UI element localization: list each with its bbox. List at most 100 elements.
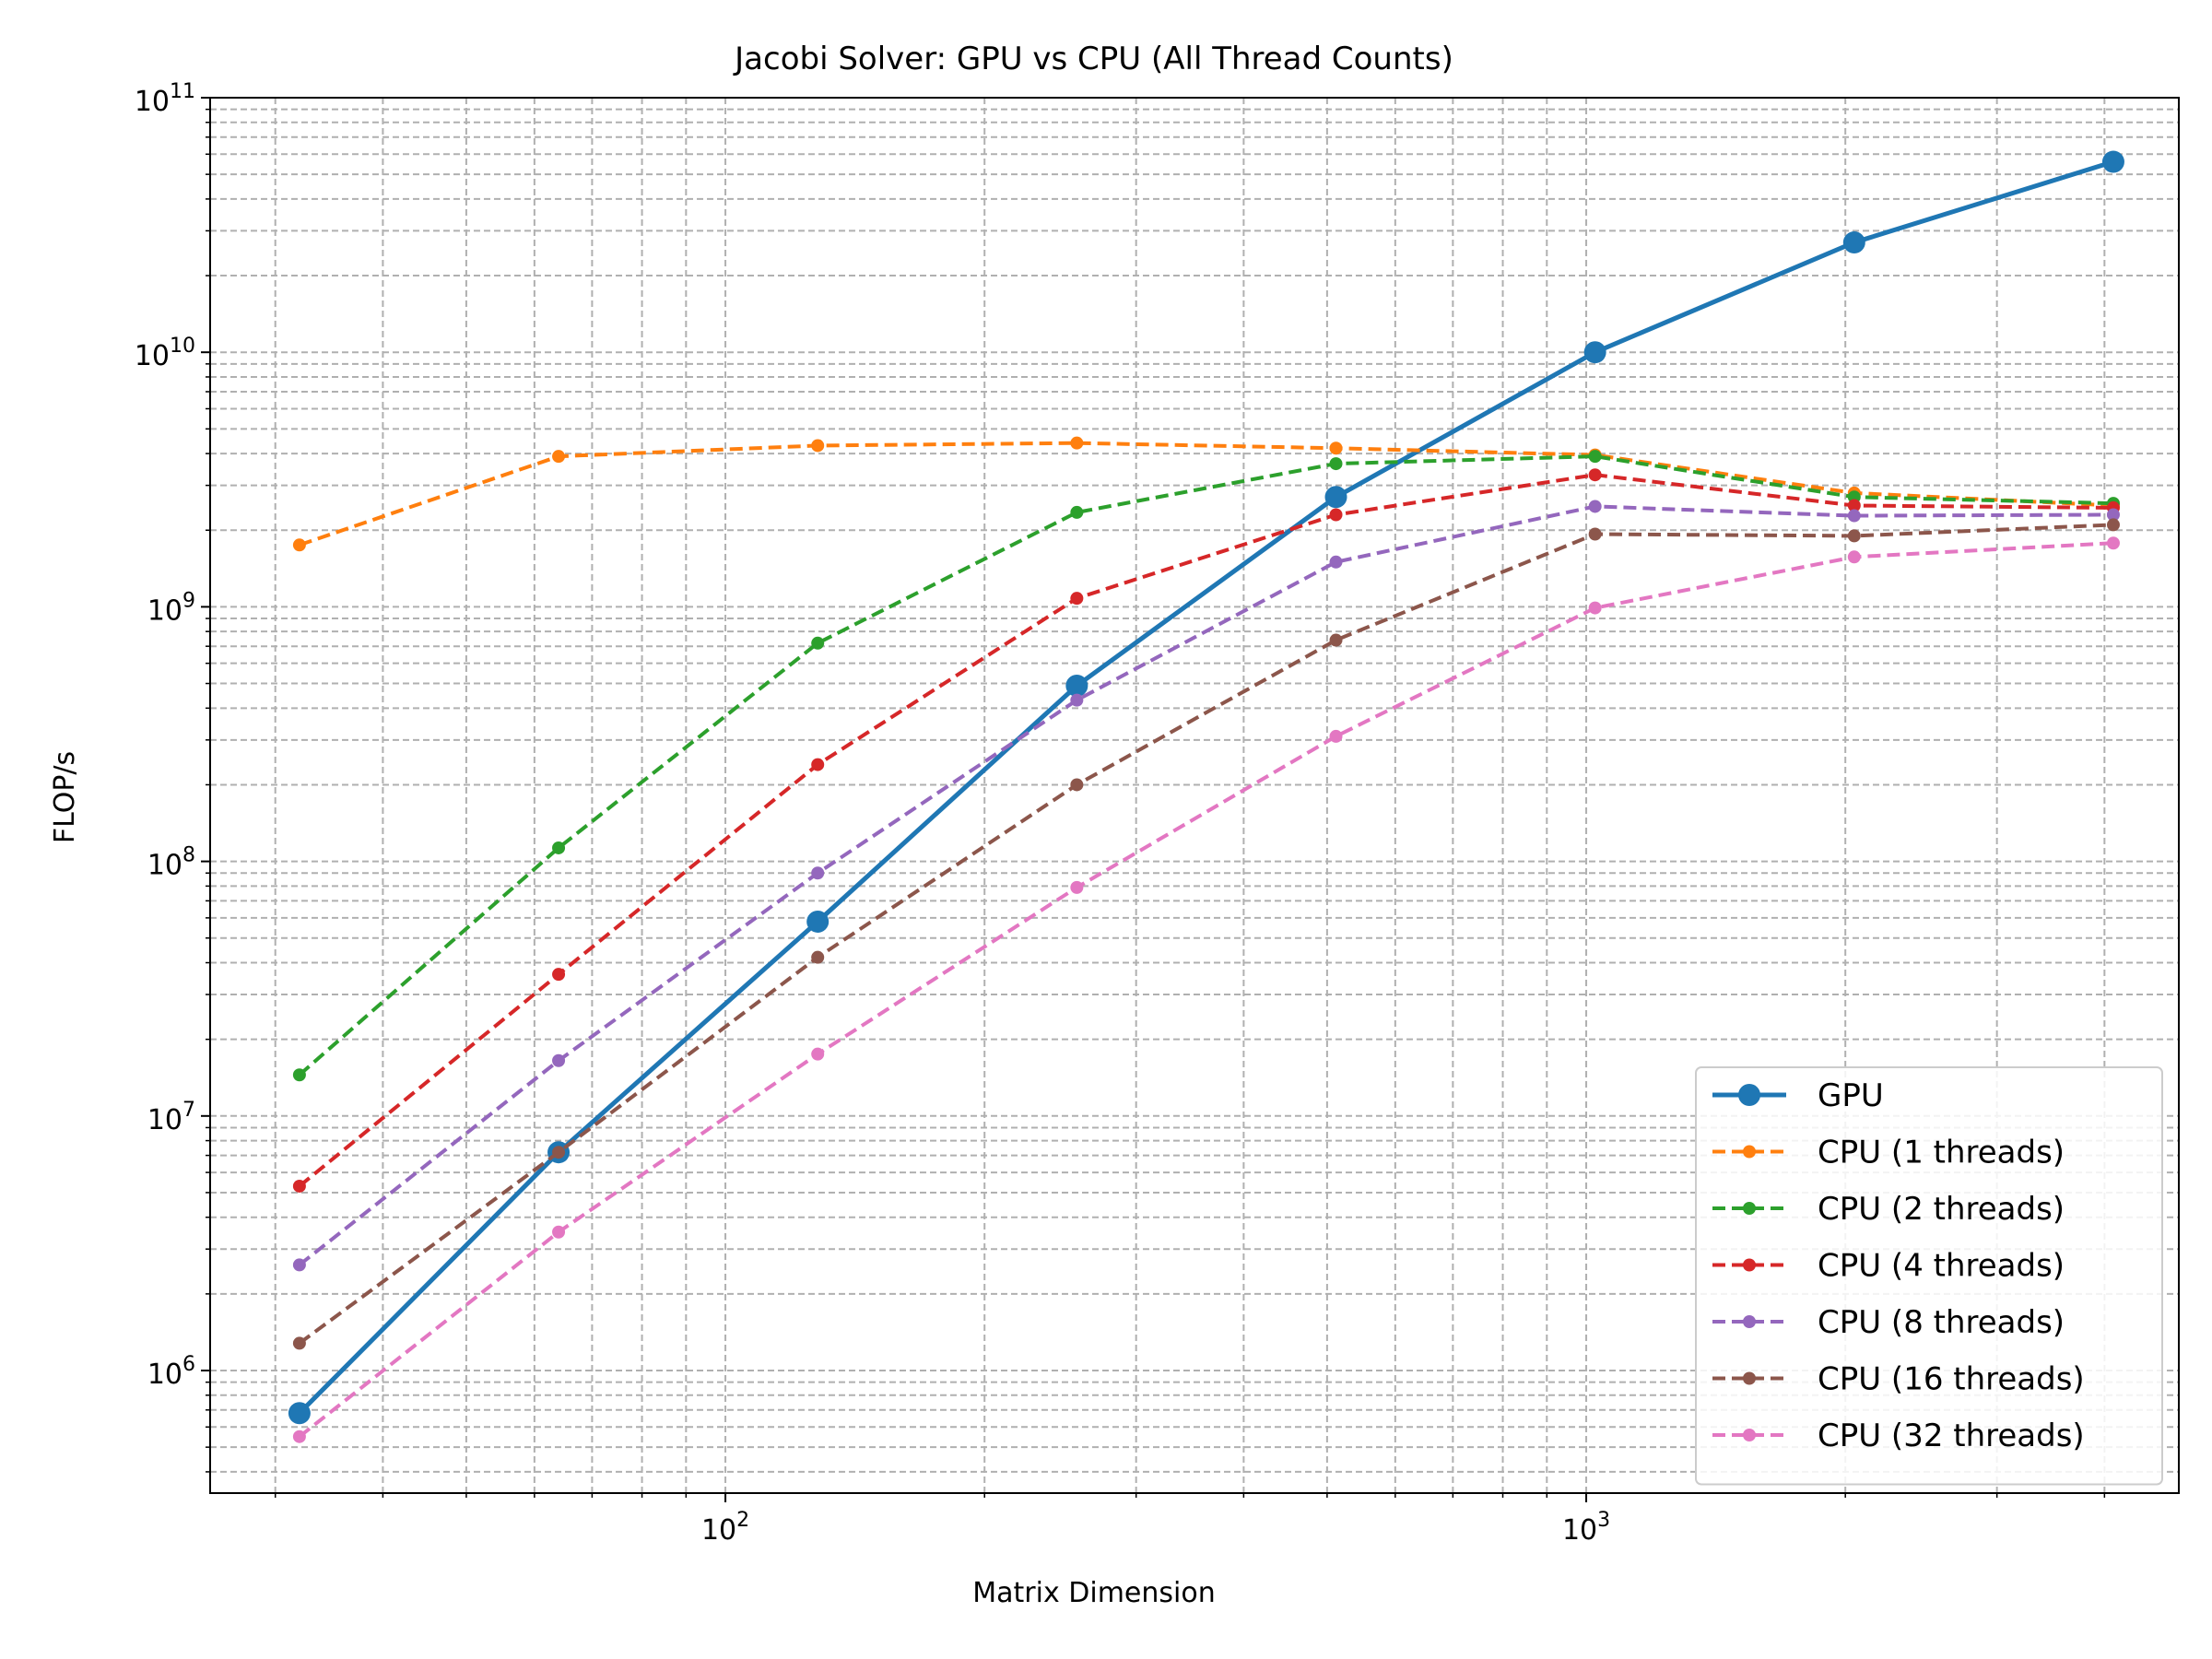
series-cpu-4-threads — [292, 468, 2120, 1193]
data-point — [1070, 592, 1084, 606]
data-point — [292, 538, 306, 552]
series-line — [299, 441, 2114, 547]
data-point — [811, 439, 825, 453]
x-tick-label: 102 — [701, 1509, 749, 1547]
data-point — [2106, 508, 2120, 522]
data-point — [806, 910, 830, 933]
data-point — [1329, 457, 1343, 471]
series-line — [298, 454, 2114, 1077]
grid — [210, 97, 2179, 1493]
data-point — [811, 950, 825, 964]
data-point — [1847, 499, 1861, 512]
data-point — [811, 636, 825, 650]
data-point — [552, 450, 566, 464]
legend-label: CPU (4 threads) — [1818, 1248, 2065, 1285]
data-point — [292, 1336, 306, 1350]
legend-box — [1695, 1066, 2163, 1486]
data-point — [2106, 536, 2120, 550]
data-point — [1583, 341, 1606, 364]
series-line — [298, 541, 2114, 1439]
ticks: 102 103 106 107 108 109 1010 1011 — [135, 80, 2106, 1547]
data-point — [1329, 441, 1343, 455]
data-point — [288, 1402, 311, 1425]
data-point — [1842, 231, 1865, 254]
series-gpu — [288, 150, 2124, 1425]
legend-item: CPU (4 threads) — [1712, 1248, 2065, 1285]
legend-label: CPU (2 threads) — [1818, 1191, 2065, 1228]
legend-item: CPU (8 threads) — [1712, 1304, 2065, 1341]
data-point — [552, 1225, 566, 1239]
data-point — [811, 866, 825, 880]
legend-label: CPU (16 threads) — [1818, 1361, 2085, 1398]
data-point — [1070, 778, 1084, 792]
data-point — [292, 1179, 306, 1193]
data-point — [1588, 527, 1602, 541]
series-cpu-2-threads — [292, 450, 2120, 1082]
data-point — [1847, 550, 1861, 564]
data-point — [1847, 509, 1861, 523]
data-point — [2101, 150, 2124, 173]
data-point — [292, 1430, 306, 1443]
legend-item: GPU — [1712, 1077, 1884, 1114]
series-line — [298, 473, 2113, 1188]
data-point — [552, 968, 566, 982]
legend-label: CPU (1 threads) — [1818, 1135, 2065, 1171]
legend-item: CPU (2 threads) — [1712, 1191, 2065, 1228]
data-point — [1324, 486, 1347, 509]
data-point — [1329, 508, 1343, 522]
data-point — [552, 1053, 566, 1067]
series-cpu-8-threads — [292, 500, 2120, 1272]
data-point — [1070, 505, 1084, 519]
x-tick-label: 103 — [1562, 1509, 1610, 1547]
y-tick-label: 107 — [147, 1099, 195, 1136]
legend-marker — [1743, 1202, 1756, 1215]
legend-label: CPU (32 threads) — [1818, 1418, 2085, 1454]
legend: GPU CPU (1 threads) CPU (2 threads) CPU (4 … — [1695, 1066, 2163, 1486]
series-line — [298, 159, 2114, 1416]
legend-marker — [1743, 1258, 1756, 1272]
legend-marker — [1743, 1315, 1756, 1328]
series-cpu-16-threads — [292, 518, 2120, 1350]
data-point — [1588, 450, 1602, 464]
series-layer — [288, 150, 2124, 1443]
data-point — [552, 1146, 566, 1159]
legend-marker — [1743, 1371, 1756, 1385]
data-point — [1847, 529, 1861, 543]
series-line — [298, 504, 2113, 1266]
data-point — [1070, 693, 1084, 707]
legend-marker — [1738, 1084, 1760, 1106]
legend-item: CPU (1 threads) — [1712, 1135, 2065, 1171]
series-cpu-32-threads — [292, 536, 2120, 1443]
data-point — [1588, 468, 1602, 482]
data-point — [292, 1068, 306, 1082]
legend-item: CPU (32 threads) — [1712, 1418, 2085, 1454]
y-tick-label: 106 — [147, 1353, 195, 1391]
data-point — [811, 1047, 825, 1061]
y-tick-label: 108 — [147, 844, 195, 882]
legend-label: GPU — [1818, 1077, 1884, 1114]
data-point — [1329, 555, 1343, 569]
data-point — [2106, 518, 2120, 532]
y-tick-label: 1011 — [135, 80, 195, 118]
data-point — [1070, 436, 1084, 450]
legend-marker — [1743, 1429, 1756, 1441]
data-point — [1070, 880, 1084, 894]
data-point — [1329, 729, 1343, 743]
legend-item: CPU (16 threads) — [1712, 1361, 2085, 1398]
data-point — [1588, 500, 1602, 513]
data-point — [1065, 674, 1088, 697]
legend-marker — [1743, 1145, 1756, 1159]
x-axis-label: Matrix Dimension — [972, 1577, 1215, 1609]
series-line — [298, 523, 2114, 1346]
y-axis-label: FLOP/s — [49, 751, 81, 843]
plot-frame — [209, 97, 2180, 1494]
data-point — [552, 841, 566, 854]
y-tick-label: 109 — [147, 589, 195, 627]
data-point — [811, 758, 825, 771]
y-tick-label: 1010 — [135, 335, 195, 372]
chart-title: Jacobi Solver: GPU vs CPU (All Thread Co… — [733, 41, 1453, 77]
legend-label: CPU (8 threads) — [1818, 1304, 2065, 1341]
data-point — [292, 1258, 306, 1272]
data-point — [1329, 633, 1343, 647]
